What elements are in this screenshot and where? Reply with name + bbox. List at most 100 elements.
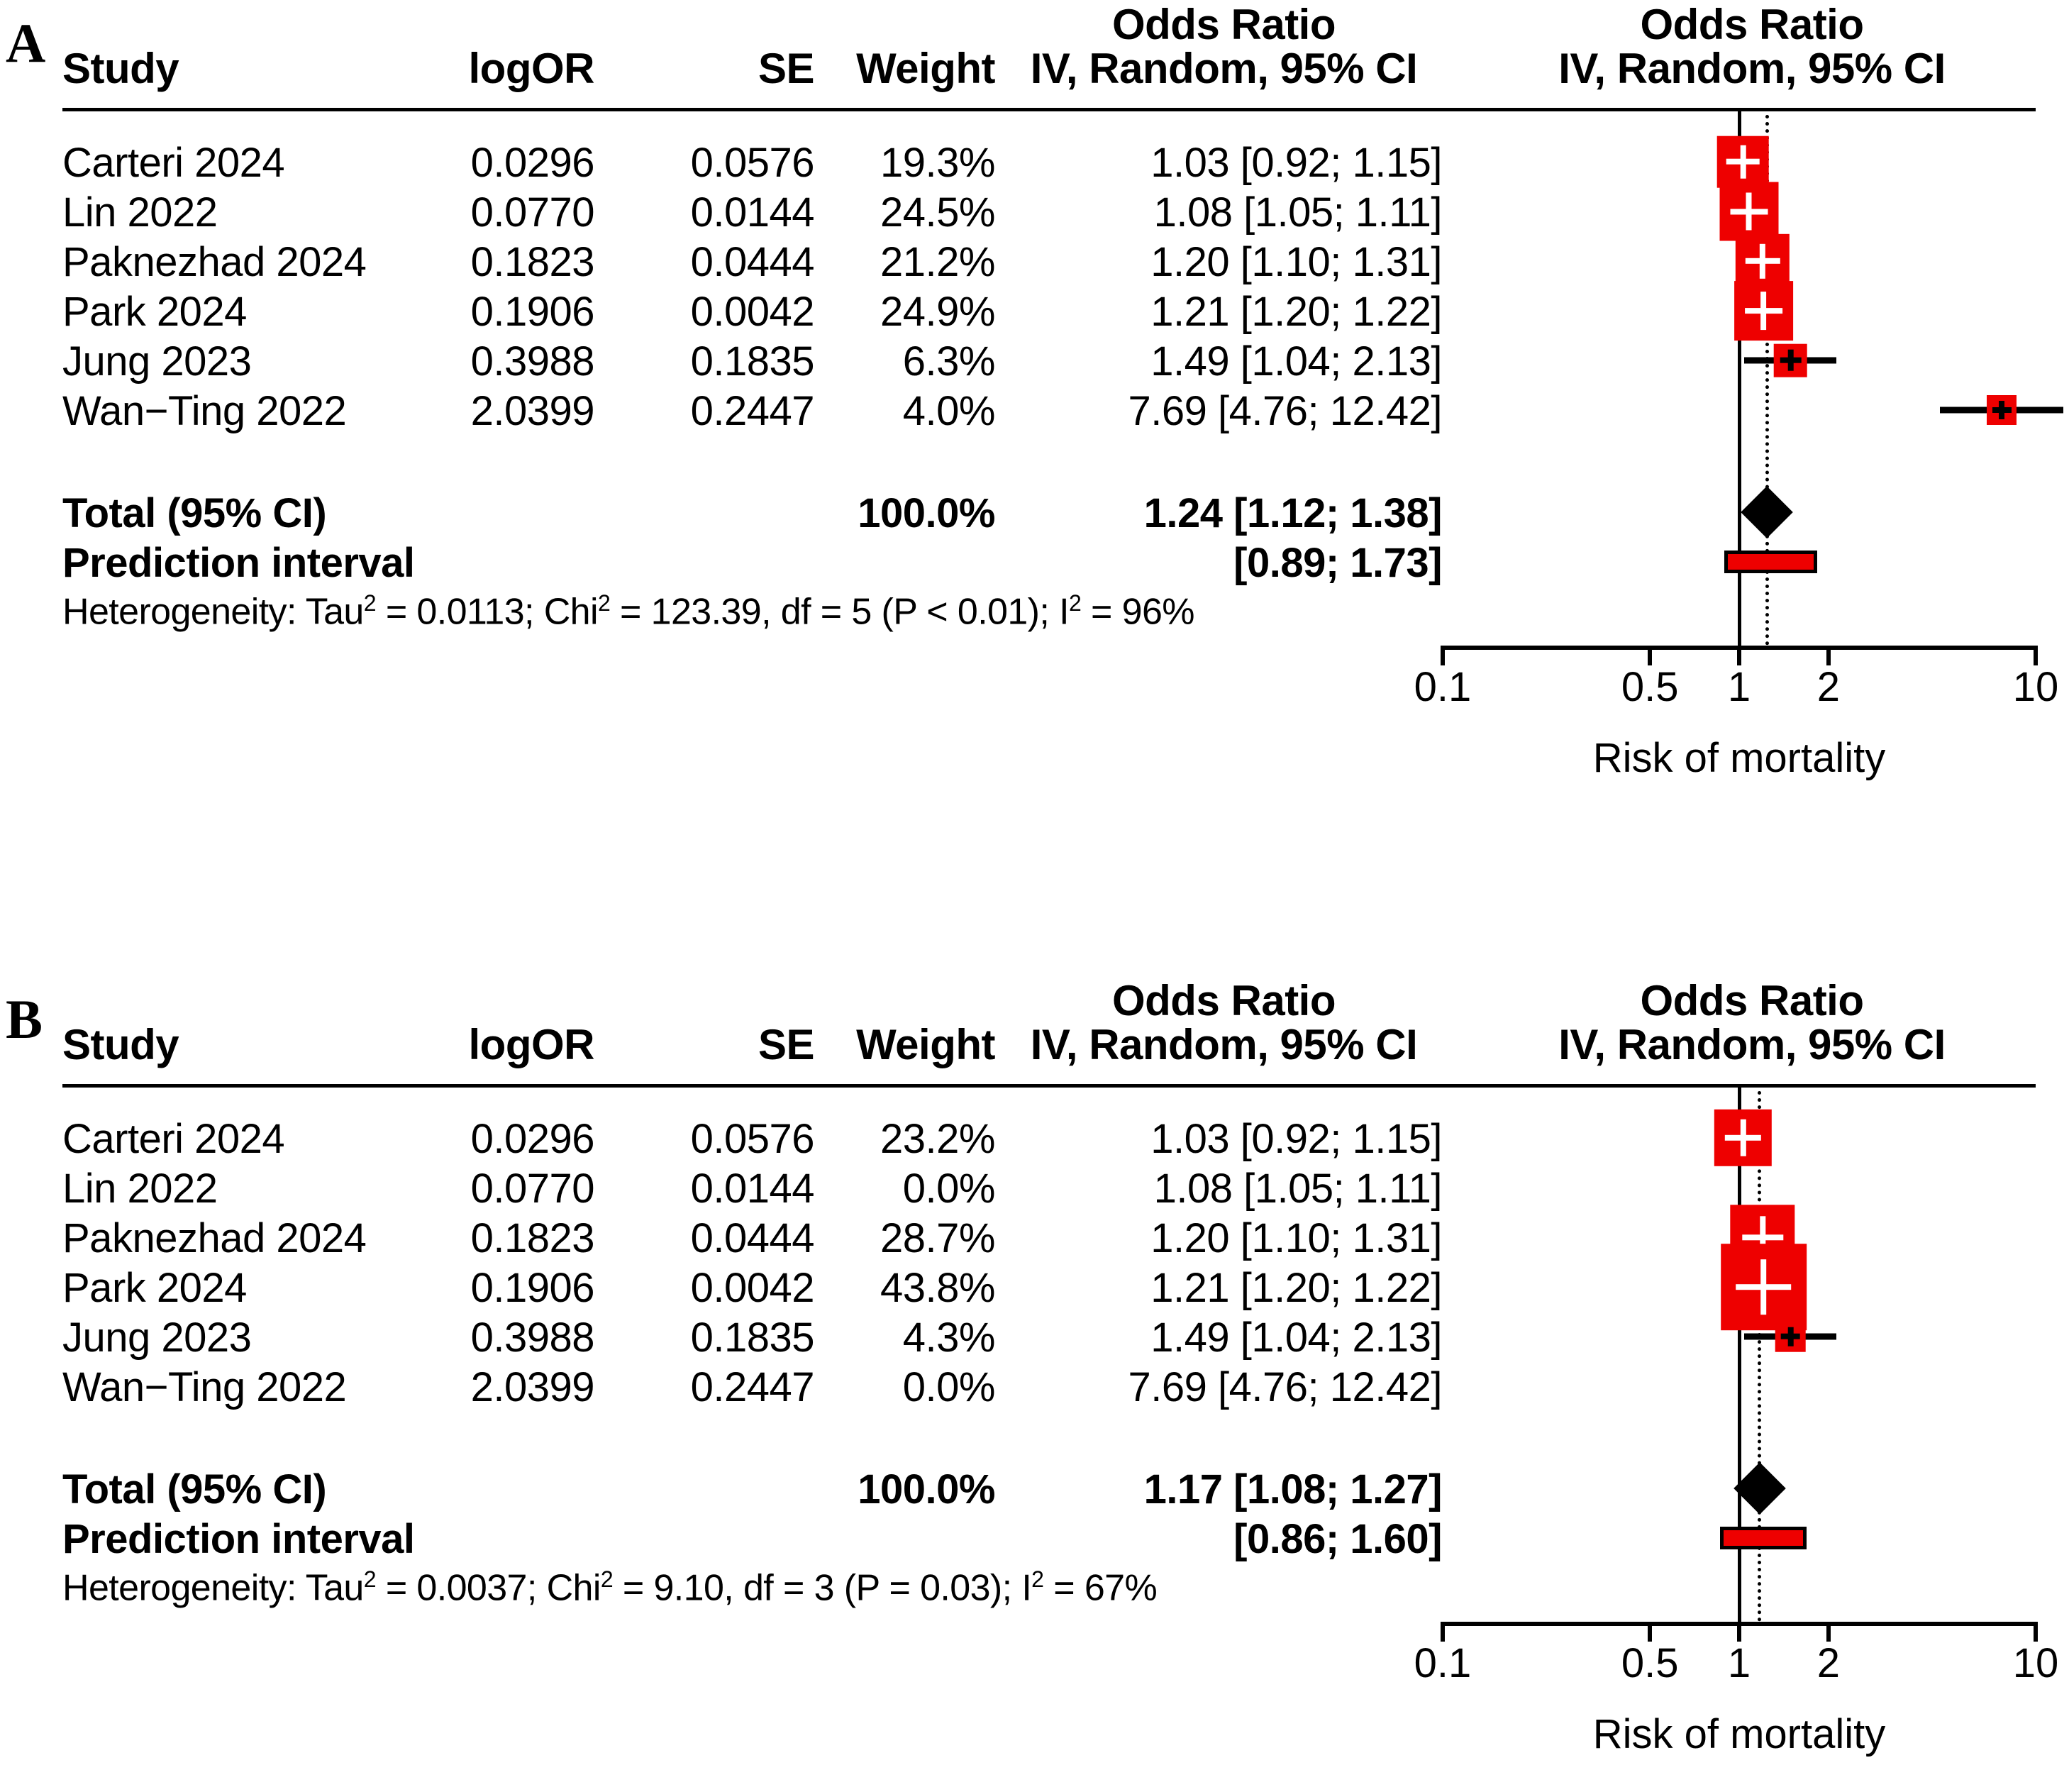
row-weight: 0.0% (902, 1364, 996, 1410)
header-logor: logOR (468, 45, 595, 92)
x-axis-tick-label: 10 (2012, 664, 2059, 710)
total-effect: 1.24 [1.12; 1.38] (1143, 490, 1443, 536)
header-study: Study (62, 1021, 179, 1068)
het-chi-sup: 2 (600, 1566, 614, 1592)
marker-plus-vertical (1999, 400, 2005, 420)
het-suffix: = 96% (1081, 591, 1195, 633)
row-study: Park 2024 (62, 1265, 247, 1311)
table-row: Park 2024 0.1906 0.0042 43.8% 1.21 [1.20… (62, 1264, 1453, 1311)
study-marker-box (1775, 1321, 1806, 1352)
table-row: Paknezhad 2024 0.1823 0.0444 28.7% 1.20 … (62, 1215, 1453, 1261)
header-weight: Weight (856, 45, 995, 92)
row-weight: 28.7% (880, 1215, 995, 1261)
het-mid2: = 9.10, df = 3 (P = 0.03); I (613, 1567, 1032, 1609)
row-logor: 0.0296 (470, 140, 595, 186)
het-suffix: = 67% (1043, 1567, 1158, 1609)
table-row: Park 2024 0.1906 0.0042 24.9% 1.21 [1.20… (62, 288, 1453, 335)
prediction-effect: [0.86; 1.60] (1233, 1516, 1442, 1562)
total-row: Total (95% CI) 100.0% 1.17 [1.08; 1.27] (62, 1466, 1453, 1512)
plot-header-odds-ratio: Odds Ratio (1640, 1, 1864, 48)
total-weight: 100.0% (858, 1466, 995, 1512)
header-rule (62, 108, 2036, 111)
row-se: 0.0144 (690, 189, 815, 236)
row-study: Jung 2023 (62, 1315, 252, 1361)
heterogeneity-text-b: Heterogeneity: Tau2 = 0.0037; Chi2 = 9.1… (62, 1566, 1158, 1609)
plot-header-effect-ci: IV, Random, 95% CI (1558, 45, 1946, 92)
x-axis-tick-label: 2 (1816, 664, 1840, 710)
total-label: Total (95% CI) (62, 1466, 327, 1512)
x-axis-tick (1737, 646, 1741, 665)
row-se: 0.0576 (690, 140, 815, 186)
x-axis-tick-label: 10 (2012, 1640, 2059, 1686)
header-se: SE (758, 1021, 815, 1068)
x-axis-tick-label: 0.1 (1414, 1640, 1472, 1686)
row-weight: 6.3% (902, 338, 996, 385)
study-marker-box (1714, 1109, 1772, 1167)
row-logor: 0.3988 (470, 338, 595, 385)
x-axis-tick-label: 0.5 (1621, 664, 1679, 710)
header-se: SE (758, 45, 815, 92)
table-row: Lin 2022 0.0770 0.0144 0.0% 1.08 [1.05; … (62, 1165, 1453, 1212)
row-weight: 21.2% (880, 239, 995, 285)
x-axis-tick (1441, 646, 1445, 665)
row-logor: 0.3988 (470, 1315, 595, 1361)
x-axis-tick (1648, 646, 1653, 665)
x-axis-tick (1737, 1622, 1741, 1642)
pooled-effect-diamond (1733, 1462, 1786, 1515)
total-effect: 1.17 [1.08; 1.27] (1143, 1466, 1443, 1512)
x-axis-tick-label: 2 (1816, 1640, 1840, 1686)
row-logor: 2.0399 (470, 1364, 595, 1410)
x-axis-title: Risk of mortality (1592, 735, 1886, 781)
het-i-sup: 2 (1068, 590, 1082, 616)
row-logor: 2.0399 (470, 388, 595, 434)
panel-letter-a: A (6, 12, 46, 74)
row-study: Carteri 2024 (62, 140, 285, 186)
x-axis-tick (1648, 1622, 1653, 1642)
study-marker-box (1735, 233, 1790, 289)
row-se: 0.0144 (690, 1166, 815, 1212)
het-tau-sup: 2 (363, 590, 377, 616)
row-effect: 1.20 [1.10; 1.31] (1150, 239, 1442, 285)
row-study: Wan−Ting 2022 (62, 388, 347, 434)
row-logor: 0.1906 (470, 289, 595, 335)
row-study: Lin 2022 (62, 1166, 218, 1212)
header-rule (62, 1084, 2036, 1088)
row-study: Lin 2022 (62, 189, 218, 236)
row-effect: 1.21 [1.20; 1.22] (1150, 1265, 1442, 1311)
marker-plus-vertical (1746, 192, 1752, 231)
row-weight: 0.0% (902, 1166, 996, 1212)
row-weight: 43.8% (880, 1265, 995, 1311)
study-marker-box (1719, 182, 1779, 241)
header-effect-ci: IV, Random, 95% CI (1030, 1021, 1418, 1068)
row-se: 0.0042 (690, 1265, 815, 1311)
row-effect: 1.08 [1.05; 1.11] (1153, 1166, 1443, 1212)
row-weight: 23.2% (880, 1116, 995, 1162)
row-weight: 24.9% (880, 289, 995, 335)
row-logor: 0.0296 (470, 1116, 595, 1162)
table-row: Wan−Ting 2022 2.0399 0.2447 4.0% 7.69 [4… (62, 387, 1453, 434)
header-odds-ratio-table: Odds Ratio (1111, 977, 1336, 1024)
study-marker-box (1987, 395, 2017, 425)
marker-plus-vertical (1787, 350, 1794, 371)
row-weight: 24.5% (880, 189, 995, 236)
het-mid1: = 0.0037; Chi (375, 1567, 601, 1609)
marker-plus-vertical (1760, 243, 1766, 279)
x-axis-title: Risk of mortality (1592, 1711, 1886, 1757)
x-axis-tick (1826, 1622, 1831, 1642)
row-effect: 1.08 [1.05; 1.11] (1153, 189, 1443, 236)
marker-plus-vertical (1760, 1216, 1766, 1259)
table-row: Jung 2023 0.3988 0.1835 6.3% 1.49 [1.04;… (62, 338, 1453, 385)
header-study: Study (62, 45, 179, 92)
null-effect-line (1737, 108, 1741, 646)
x-axis-tick (1826, 646, 1831, 665)
row-effect: 1.03 [0.92; 1.15] (1150, 140, 1442, 186)
row-effect: 7.69 [4.76; 12.42] (1128, 388, 1443, 434)
row-effect: 1.20 [1.10; 1.31] (1150, 1215, 1442, 1261)
pooled-effect-diamond (1741, 486, 1793, 538)
pooled-effect-dotted-line (1765, 108, 1769, 646)
prediction-row: Prediction interval [0.89; 1.73] (62, 539, 1453, 586)
pooled-effect-dotted-line (1758, 1084, 1761, 1622)
x-axis-tick-label: 0.1 (1414, 664, 1472, 710)
row-se: 0.0444 (690, 239, 815, 285)
row-study: Paknezhad 2024 (62, 1215, 367, 1261)
